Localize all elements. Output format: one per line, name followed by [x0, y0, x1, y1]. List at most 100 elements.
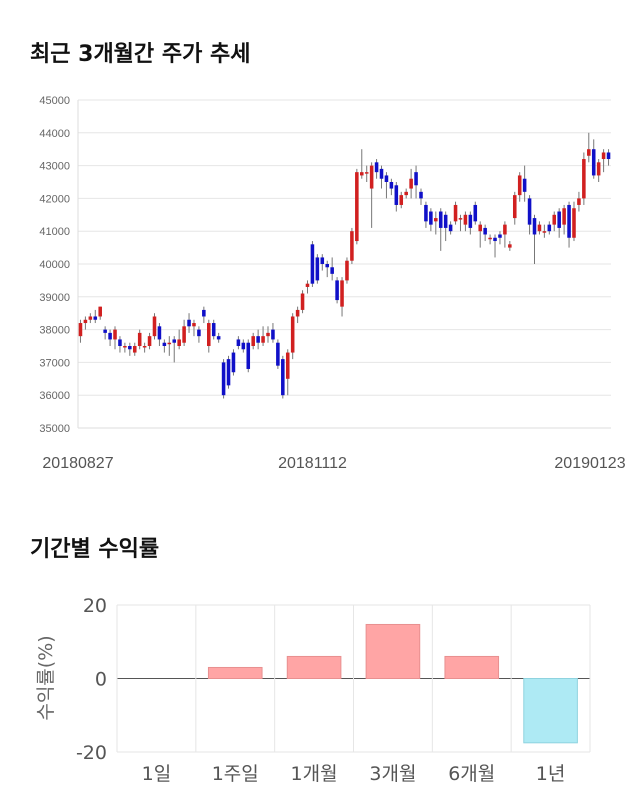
price-y-tick-label: 36000	[39, 390, 70, 402]
return-bar	[207, 666, 263, 679]
candle-body	[202, 309, 206, 317]
candle-body	[315, 257, 320, 281]
price-y-tick-label: 41000	[39, 226, 70, 238]
candle-body	[207, 323, 211, 346]
candle-body	[103, 329, 107, 333]
candle-body	[261, 336, 265, 343]
candle-body	[384, 175, 389, 182]
candle-body	[552, 214, 557, 225]
return-category-label: 1년	[536, 763, 566, 785]
candle-body	[379, 168, 384, 179]
candle-body	[271, 329, 275, 340]
candle-body	[404, 191, 408, 196]
candle-body	[98, 306, 102, 317]
candle-body	[142, 346, 147, 348]
candle-body	[93, 316, 98, 320]
candle-body	[473, 204, 478, 222]
candle-body	[522, 178, 527, 192]
candle-body	[438, 211, 443, 228]
return-category-label: 1일	[142, 763, 172, 785]
candle-body	[414, 172, 418, 186]
candle-body	[532, 218, 537, 235]
candle-body	[226, 359, 231, 386]
return-y-tick-label: -20	[76, 742, 107, 764]
candle-body	[320, 257, 325, 264]
candle-body	[177, 339, 181, 346]
stock-trend-title: 최근 3개월간 주가 추세	[30, 42, 251, 67]
candle-body	[542, 231, 547, 233]
candle-body	[157, 326, 162, 340]
candle-body	[246, 342, 251, 369]
return-bar	[286, 655, 342, 680]
candle-body	[498, 234, 502, 238]
candle-body	[572, 208, 576, 238]
candle-body	[567, 204, 571, 238]
return-bar	[444, 655, 500, 680]
candle-body	[108, 332, 112, 340]
candle-body	[468, 214, 473, 228]
candle-body	[399, 195, 404, 205]
price-y-tick-label: 35000	[39, 423, 70, 435]
candle-body	[587, 149, 591, 156]
price-y-tick-label: 40000	[39, 259, 70, 271]
candle-body	[147, 336, 152, 346]
candle-body	[409, 178, 413, 189]
price-y-tick-label: 43000	[39, 161, 70, 173]
candle-body	[374, 162, 379, 173]
return-y-axis-label: 수익률(%)	[35, 635, 57, 720]
candle-body	[478, 224, 482, 232]
candle-body	[123, 346, 127, 348]
candle-body	[162, 342, 167, 346]
candle-body	[359, 172, 364, 176]
candle-body	[241, 342, 246, 350]
candle-body	[251, 336, 255, 346]
candle-body	[419, 191, 423, 199]
return-category-label: 6개월	[448, 763, 495, 785]
candle-body	[295, 309, 300, 317]
candle-body	[591, 149, 596, 176]
return-y-tick-label: 0	[95, 669, 107, 691]
candle-body	[231, 352, 236, 373]
candle-body	[78, 323, 83, 337]
candle-body	[582, 159, 586, 199]
candle-body	[527, 198, 532, 225]
candle-body	[394, 185, 399, 205]
candle-body	[364, 172, 369, 174]
candle-body	[197, 329, 201, 337]
candle-body	[596, 162, 601, 176]
price-y-tick-label: 45000	[39, 95, 70, 107]
candle-body	[601, 152, 606, 160]
candle-body	[266, 332, 270, 337]
candle-body	[517, 175, 522, 196]
candle-body	[508, 244, 512, 248]
price-y-tick-label: 44000	[39, 128, 70, 140]
candle-body	[443, 214, 448, 228]
return-category-label: 1주일	[212, 763, 259, 785]
candle-body	[483, 227, 487, 235]
candle-body	[488, 237, 492, 240]
candle-body	[389, 182, 394, 189]
candle-body	[236, 339, 241, 346]
candle-body	[300, 293, 305, 310]
return-bar	[365, 623, 421, 679]
candle-body	[118, 339, 122, 346]
date-x-tick-label: 20190123	[554, 455, 625, 472]
candle-body	[310, 244, 315, 284]
date-x-tick-label: 20180827	[42, 455, 113, 472]
candle-body	[448, 224, 453, 232]
candle-body	[547, 224, 552, 232]
return-category-label: 1개월	[291, 763, 338, 785]
candle-body	[562, 208, 566, 225]
candle-body	[128, 346, 132, 350]
return-category-label: 3개월	[369, 763, 416, 785]
return-bar	[523, 678, 578, 744]
candle-body	[187, 319, 191, 327]
candle-body	[369, 165, 374, 189]
candle-body	[330, 267, 334, 274]
candle-body	[83, 319, 88, 324]
candle-body	[453, 204, 458, 222]
candle-body	[192, 323, 196, 327]
candle-body	[577, 198, 581, 205]
return-y-tick-label: 20	[83, 595, 107, 617]
candle-body	[512, 195, 517, 219]
